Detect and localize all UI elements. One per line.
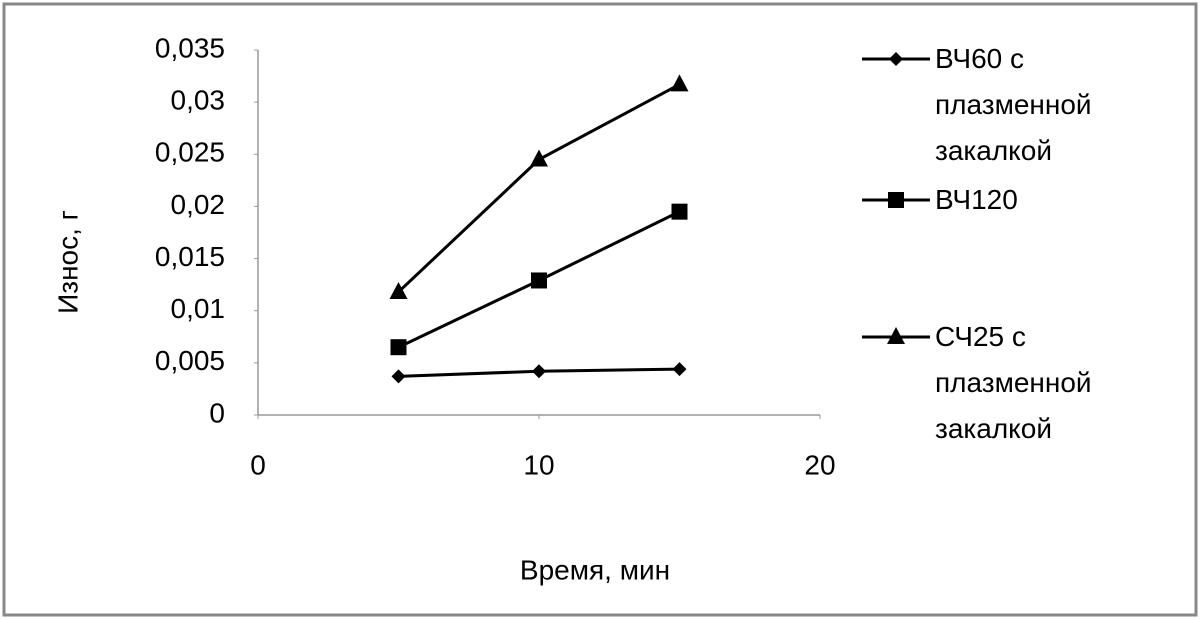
x-axis-title: Время, мин: [520, 554, 670, 585]
marker: [389, 281, 408, 299]
marker: [889, 52, 903, 66]
marker: [887, 327, 905, 344]
x-tick-label: 0: [250, 449, 266, 480]
marker: [391, 369, 406, 384]
x-tick-label: 10: [523, 449, 554, 480]
marker: [888, 192, 904, 208]
marker: [531, 272, 547, 289]
y-tick-label: 0,005: [155, 345, 225, 376]
y-axis-title: Износ, г: [52, 210, 83, 314]
y-tick-label: 0,02: [171, 189, 226, 220]
y-tick-label: 0,025: [155, 137, 225, 168]
y-tick-label: 0,015: [155, 241, 225, 272]
y-tick-label: 0,01: [171, 293, 226, 324]
y-tick-label: 0,035: [155, 32, 225, 63]
legend-label: ВЧ60 с плазменной закалкой: [935, 43, 1092, 166]
x-tick-label: 20: [804, 449, 835, 480]
y-tick-label: 0,03: [171, 85, 226, 116]
legend-label: ВЧ120: [935, 184, 1018, 215]
marker: [671, 203, 688, 220]
legend-label: СЧ25 с плазменной закалкой: [935, 321, 1092, 444]
y-tick-label: 0: [209, 397, 225, 428]
marker: [390, 339, 407, 356]
marker: [530, 149, 548, 167]
marker: [532, 364, 546, 379]
marker: [672, 362, 687, 377]
marker: [670, 74, 689, 92]
